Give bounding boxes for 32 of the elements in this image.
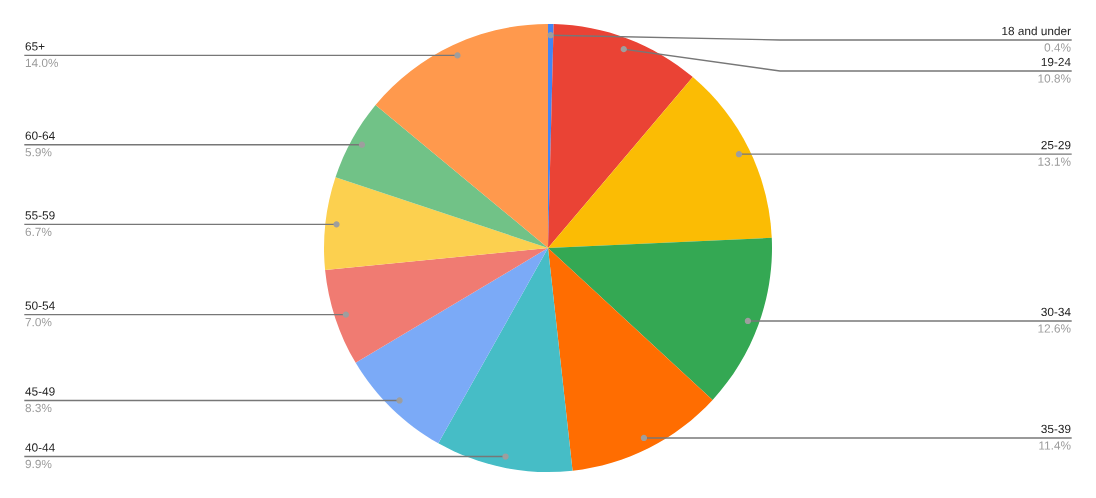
data-label: 7.0% [25, 317, 52, 327]
slice-label: 55-59 [25, 211, 55, 220]
data-label: 0.4% [1044, 43, 1071, 52]
pie-slice [548, 237, 772, 400]
data-label: 6.7% [25, 227, 52, 237]
pie-slice [548, 77, 772, 248]
slice-label: 40-44 [25, 443, 55, 452]
slice-label: 50-54 [25, 301, 55, 310]
data-label: 5.9% [25, 148, 52, 157]
data-label: 10.8% [1038, 74, 1071, 83]
data-label: 9.9% [25, 459, 52, 469]
pie-slice [325, 248, 548, 363]
data-label: 14.0% [25, 58, 59, 68]
slice-label: 19-24 [1041, 57, 1071, 67]
pie-slice [375, 24, 548, 248]
data-label: 12.6% [1038, 324, 1071, 333]
slice-label: 25-29 [1041, 140, 1071, 150]
data-label: 13.1% [1038, 157, 1071, 166]
pie-slice [324, 177, 548, 271]
slice-label: 45-49 [25, 387, 55, 396]
pie-slice [548, 24, 693, 248]
pie-slice [438, 248, 573, 472]
slice-label: 18 and under [1002, 26, 1071, 36]
pie-slice [548, 248, 713, 471]
data-label: 8.3% [25, 403, 52, 413]
slice-label: 60-64 [25, 131, 55, 140]
slice-label: 35-39 [1041, 424, 1071, 434]
pie-slice [335, 105, 548, 248]
slice-label: 30-34 [1041, 307, 1071, 317]
pie-slice [355, 248, 548, 444]
data-label: 11.4% [1039, 441, 1071, 450]
slice-label: 65+ [25, 42, 45, 51]
